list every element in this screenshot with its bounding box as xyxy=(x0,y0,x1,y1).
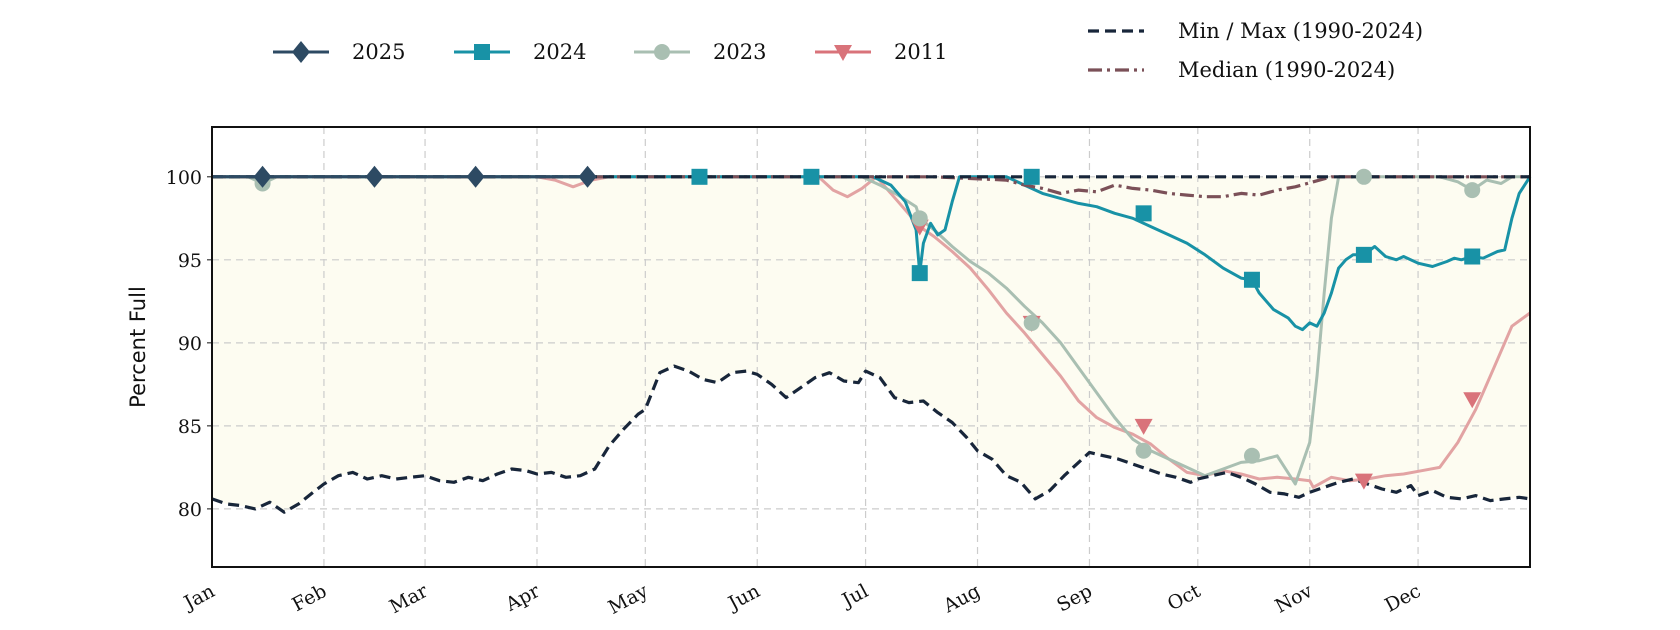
y-tick-label: 85 xyxy=(178,416,202,438)
legend-marker xyxy=(654,44,670,60)
x-tick-label: Nov xyxy=(1271,580,1316,618)
min-max-fill xyxy=(212,176,1530,513)
legend-entry-stat: Median (1990-2024) xyxy=(1088,58,1395,82)
x-tick-label: Feb xyxy=(289,580,331,616)
legend-label: Min / Max (1990-2024) xyxy=(1178,19,1423,43)
legend-label: 2011 xyxy=(894,40,947,64)
x-tick-label: Sep xyxy=(1053,580,1096,617)
y-tick-label: 90 xyxy=(178,333,202,355)
marker-y2024 xyxy=(803,168,820,185)
legend-label: 2025 xyxy=(352,40,405,64)
legend-marker xyxy=(834,45,852,61)
marker-y2011 xyxy=(1134,418,1153,435)
y-axis-ticks: 80 85 90 95 100 xyxy=(166,167,212,521)
y-tick-label: 95 xyxy=(178,250,202,272)
marker-y2024 xyxy=(691,168,708,185)
min-max-band xyxy=(212,176,1530,513)
x-tick-label: Aug xyxy=(939,580,984,618)
x-tick-label: Jul xyxy=(837,580,872,613)
legend-entry-stat: Min / Max (1990-2024) xyxy=(1088,19,1423,43)
legend-entry-2011: 2011 xyxy=(815,40,947,64)
marker-y2023 xyxy=(1023,314,1040,331)
marker-y2024 xyxy=(1243,271,1260,288)
series-line-median xyxy=(212,175,1530,199)
marker-y2023 xyxy=(1135,442,1152,459)
marker-y2011 xyxy=(1354,473,1373,490)
marker-y2025 xyxy=(466,165,485,188)
y-tick-label: 80 xyxy=(178,499,202,521)
series-line-min xyxy=(211,364,1531,514)
x-tick-label: Oct xyxy=(1164,580,1205,615)
x-tick-label: Dec xyxy=(1381,580,1424,617)
legend-label: Median (1990-2024) xyxy=(1178,58,1395,82)
marker-y2024 xyxy=(911,265,928,282)
legend-label: 2024 xyxy=(533,40,586,64)
x-tick-label: Jun xyxy=(723,580,763,615)
legend-entry-2023: 2023 xyxy=(634,40,766,64)
x-tick-label: Jan xyxy=(179,580,219,615)
legend-marker xyxy=(474,44,490,60)
series-line-y2024 xyxy=(212,175,1532,332)
marker-y2023 xyxy=(1464,182,1481,199)
marker-y2023 xyxy=(911,210,928,227)
marker-y2025 xyxy=(253,165,272,188)
plot-frame xyxy=(211,126,1531,568)
x-axis-ticks: Jan Feb Mar Apr May Jun Jul Aug Sep Oct Nov Dec xyxy=(179,580,1425,619)
legend-label: 2023 xyxy=(713,40,766,64)
x-tick-label: Mar xyxy=(386,580,432,619)
marker-y2024 xyxy=(1464,248,1481,265)
marker-y2025 xyxy=(578,165,597,188)
marker-y2023 xyxy=(1243,447,1260,464)
legend-statistics: Min / Max (1990-2024) Median (1990-2024) xyxy=(1088,19,1423,82)
legend-entry-2025: 2025 xyxy=(273,40,405,64)
legend-entry-2024: 2024 xyxy=(454,40,586,64)
legend-marker xyxy=(292,41,310,63)
marker-y2025 xyxy=(365,165,384,188)
y-tick-label: 100 xyxy=(166,167,202,189)
marker-y2011 xyxy=(1463,392,1482,409)
x-tick-label: May xyxy=(605,580,652,619)
series-markers xyxy=(253,165,1482,490)
y-axis-title: Percent Full xyxy=(126,286,150,408)
x-tick-label: Apr xyxy=(501,580,544,617)
marker-y2024 xyxy=(1355,246,1372,263)
legend-years: 2025 2024 2023 2011 xyxy=(273,40,947,64)
marker-y2023 xyxy=(1355,168,1372,185)
marker-y2024 xyxy=(1023,168,1040,185)
marker-y2024 xyxy=(1135,205,1152,222)
